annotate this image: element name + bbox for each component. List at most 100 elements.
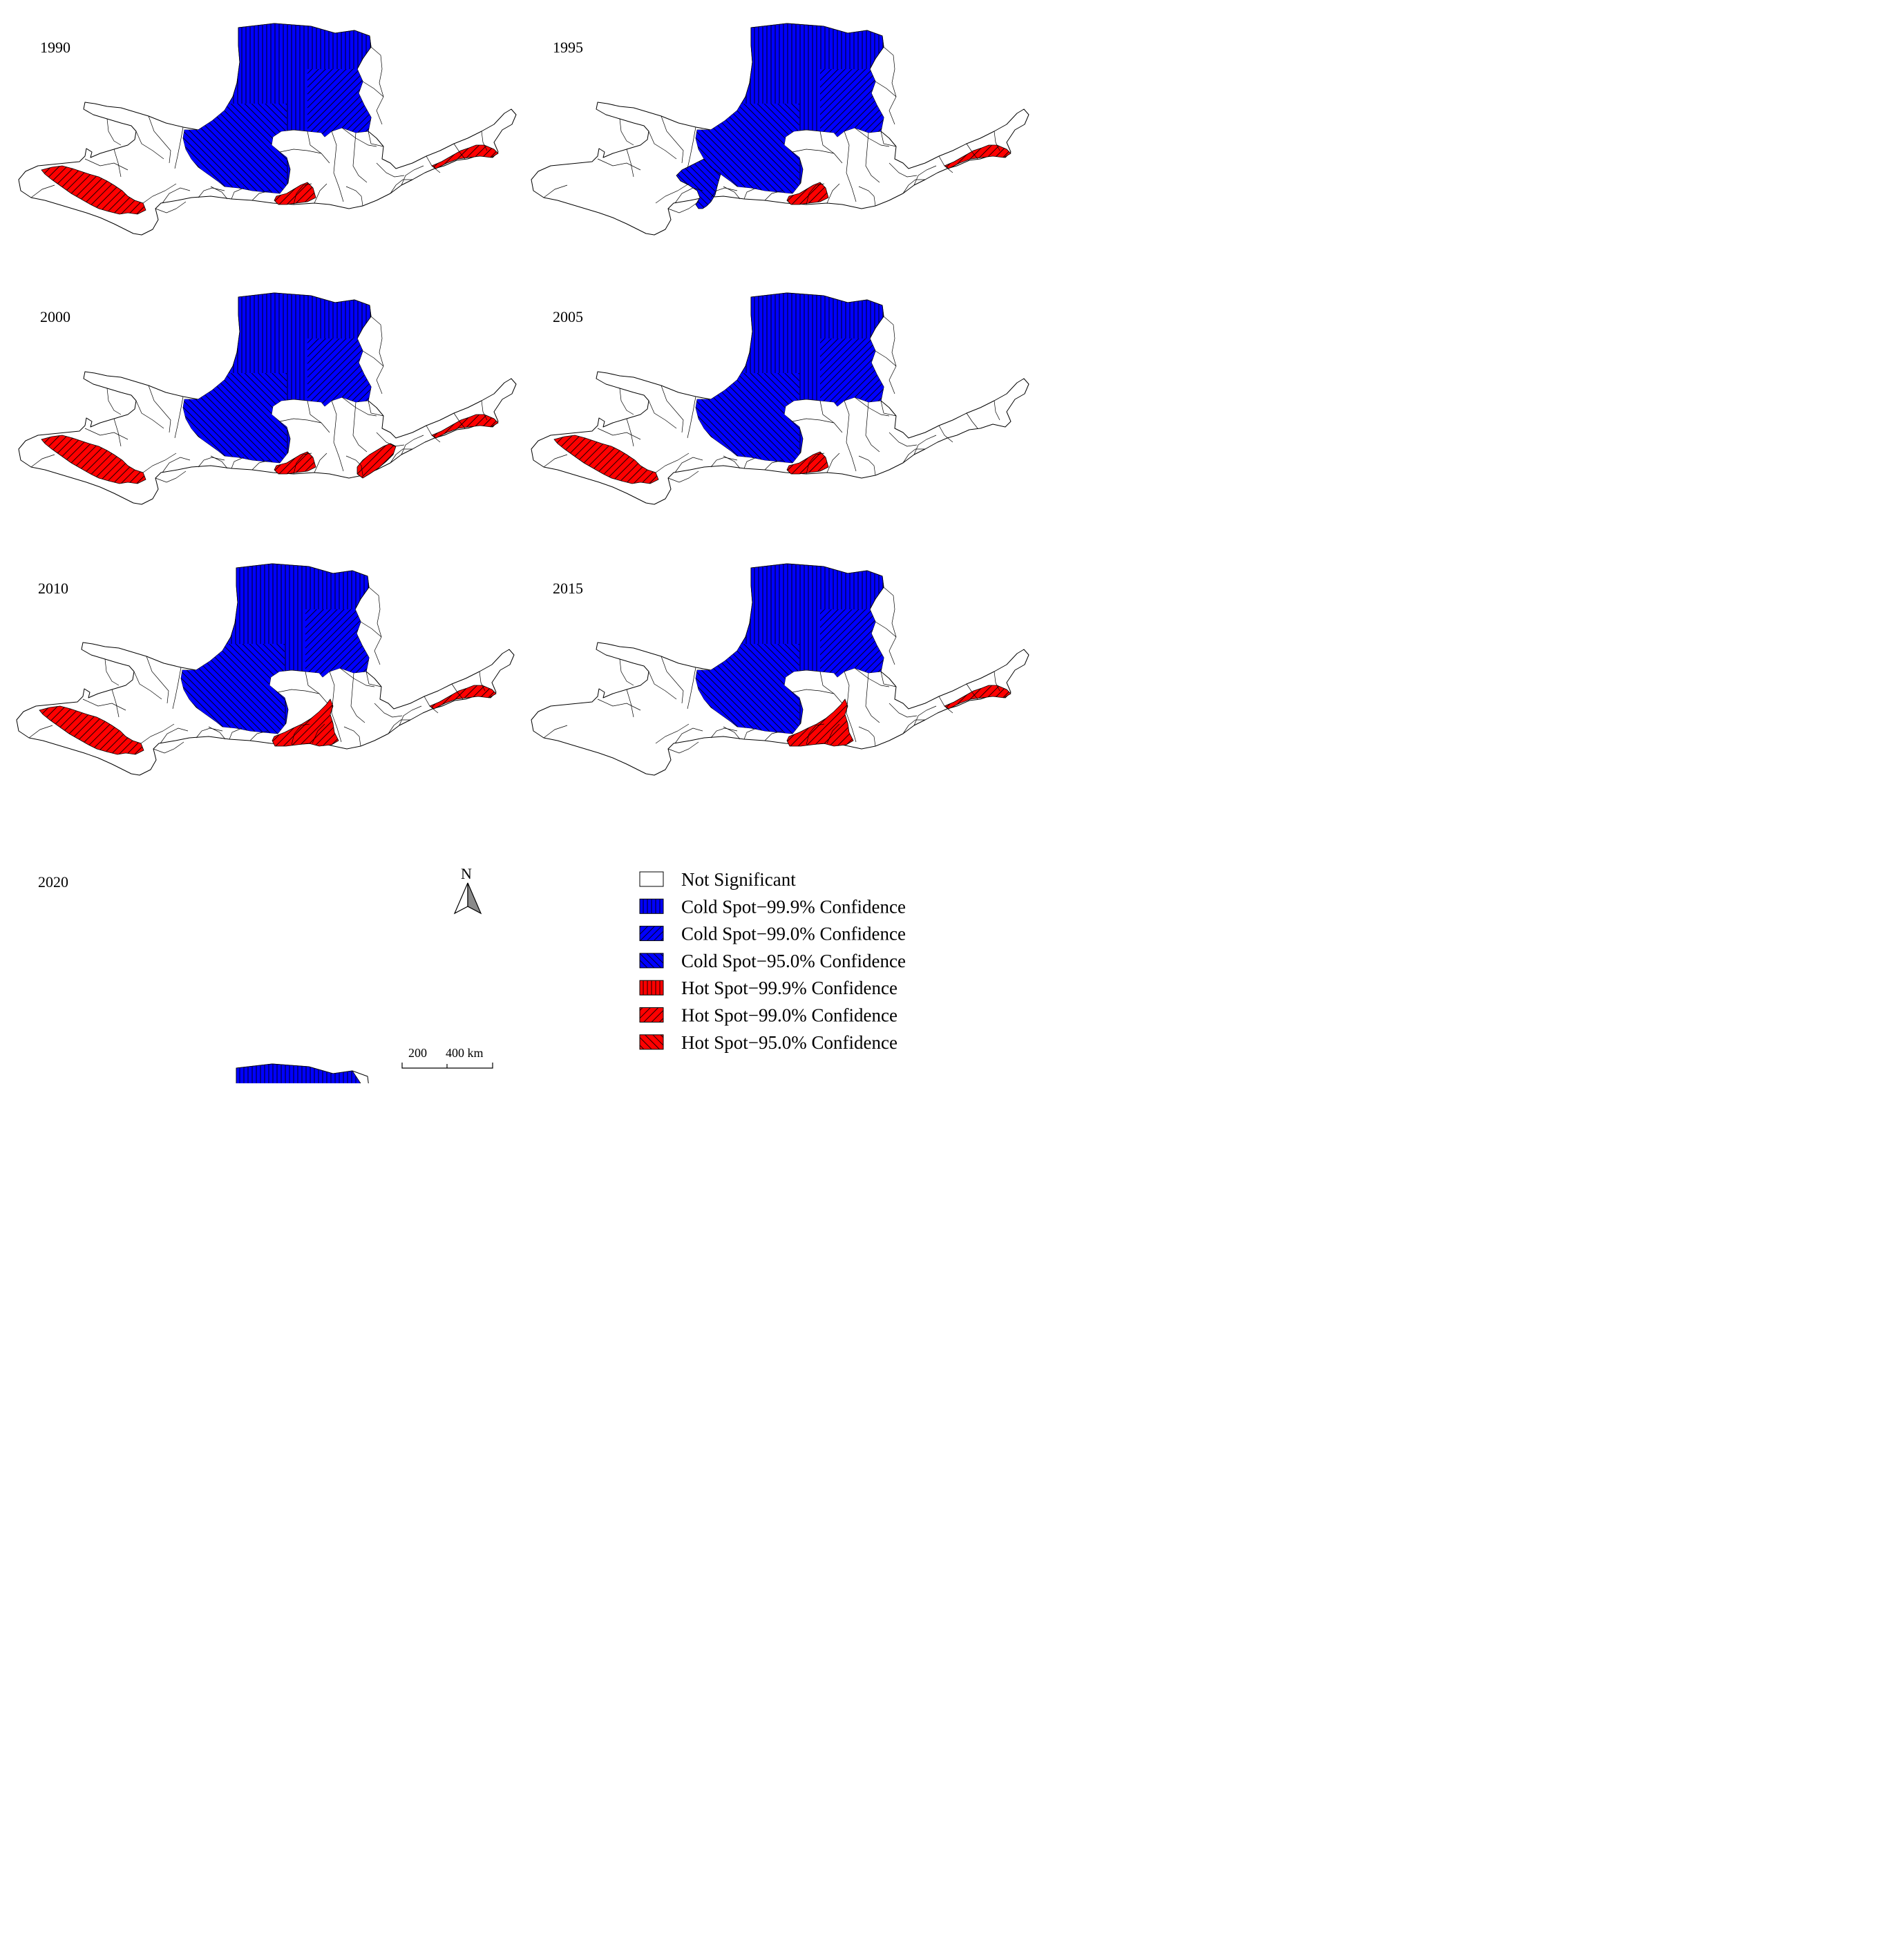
sub-basin-boundary	[305, 671, 320, 694]
north-arrow-icon	[453, 882, 468, 915]
sub-basin-boundary	[619, 658, 634, 686]
sub-basin-boundary	[723, 455, 741, 469]
sub-basin-boundary	[792, 149, 843, 164]
sub-basin-boundary	[345, 455, 363, 476]
sub-basin-boundary	[376, 162, 405, 178]
sub-basin-boundary	[854, 127, 890, 147]
sub-basin-boundary	[648, 671, 677, 700]
sub-basin-boundary	[293, 453, 312, 475]
sub-basin-boundary	[481, 400, 488, 421]
sub-basin-boundary	[806, 453, 825, 475]
sub-basin-boundary	[764, 190, 783, 201]
sub-basin-boundary	[875, 350, 897, 367]
sub-basin-boundary	[858, 186, 876, 207]
sub-basin-boundary	[667, 470, 699, 483]
sub-basin-boundary	[913, 705, 937, 726]
sub-basin-boundary	[806, 723, 825, 745]
sub-basin-boundary	[142, 183, 177, 204]
sub-basin-boundary	[30, 184, 55, 198]
sub-basin-boundary	[84, 158, 129, 171]
sub-basin-boundary	[231, 457, 245, 469]
scale-label-400: 400 km	[446, 1046, 484, 1060]
sub-basin-boundary	[210, 455, 228, 469]
hot-spot-region-east	[431, 414, 499, 439]
sub-basin-boundary	[279, 149, 330, 164]
sub-basin-boundary	[331, 400, 344, 472]
sub-basin-boundary	[229, 727, 243, 740]
scale-label-200: 200	[408, 1046, 427, 1060]
sub-basin-boundary	[543, 725, 568, 739]
sub-basin-boundary	[655, 183, 690, 204]
sub-basin-boundary	[30, 454, 55, 468]
sub-basin-boundary	[854, 667, 890, 687]
legend-swatch	[639, 1034, 664, 1050]
sub-basin-boundary	[251, 459, 271, 470]
sub-basin-boundary	[710, 457, 738, 468]
sub-basin-boundary	[938, 696, 953, 714]
map-panel-2020	[236, 1063, 369, 1083]
sub-basin-boundary	[113, 418, 122, 447]
sub-basin-boundary	[806, 183, 825, 205]
sub-basin-boundary	[339, 667, 375, 687]
sub-basin-boundary	[844, 671, 857, 743]
cold-spot-99-zone	[307, 69, 371, 138]
sub-basin-boundary	[279, 418, 330, 433]
sub-basin-boundary	[352, 401, 368, 453]
sub-basin-boundary	[889, 432, 918, 447]
hot-spot-region-center-large	[272, 698, 339, 747]
sub-basin-boundary	[401, 435, 424, 455]
sub-basin-boundary	[198, 457, 225, 468]
sub-basin-boundary	[902, 179, 925, 194]
sub-basin-boundary	[160, 727, 189, 744]
sub-basin-boundary	[865, 401, 880, 453]
sub-basin-boundary	[844, 400, 857, 472]
cold-spot-99-zone	[307, 339, 371, 408]
sub-basin-boundary	[291, 723, 310, 745]
sub-basin-boundary	[174, 396, 184, 439]
sub-basin-boundary	[352, 132, 368, 183]
sub-basin-boundary	[142, 453, 177, 473]
sub-basin-boundary	[146, 656, 169, 704]
sub-basin-boundary	[880, 671, 897, 687]
sub-basin-boundary	[113, 149, 122, 178]
sub-basin-boundary	[880, 400, 897, 417]
sub-basin-boundary	[723, 726, 741, 740]
sub-basin-boundary	[390, 179, 412, 194]
map-panel-2010	[16, 563, 515, 776]
scale-bar: 200 400 km	[401, 1046, 493, 1069]
sub-basin-boundary	[883, 46, 897, 125]
sub-basin-boundary	[655, 453, 690, 473]
sub-basin-boundary	[667, 201, 699, 213]
sub-basin-boundary	[674, 727, 703, 744]
hot-spot-region-center	[274, 451, 316, 475]
legend-label: Hot Spot−99.9% Confidence	[681, 978, 897, 998]
sub-basin-boundary	[360, 621, 382, 638]
sub-basin-boundary	[362, 350, 384, 367]
hot-spot-region-west	[41, 165, 146, 215]
sub-basin-boundary	[723, 186, 741, 200]
legend-swatch	[639, 980, 664, 996]
sub-basin-boundary	[198, 187, 225, 198]
panel-year-label: 1995	[553, 39, 583, 56]
map-panel-2000	[18, 292, 517, 505]
hot-spot-region-east	[431, 144, 499, 169]
sub-basin-boundary	[687, 667, 696, 710]
legend-label: Hot Spot−95.0% Confidence	[681, 1032, 897, 1053]
sub-basin-boundary	[687, 396, 696, 439]
legend-label: Not Significant	[681, 869, 796, 890]
hot-spot-region-mid-east	[357, 443, 397, 479]
sub-basin-boundary	[479, 671, 486, 692]
sub-basin-boundary	[597, 428, 641, 440]
legend-swatch	[639, 953, 664, 969]
sub-basin-boundary	[626, 418, 634, 447]
legend: Not Significant Cold Spot−99.9% Confidenc…	[639, 869, 906, 1053]
sub-basin-boundary	[994, 400, 1000, 421]
sub-basin-boundary	[619, 388, 634, 415]
sub-basin-boundary	[140, 723, 175, 744]
sub-basin-boundary	[819, 400, 835, 424]
sub-basin-boundary	[174, 126, 184, 169]
sub-basin-boundary	[710, 727, 738, 739]
map-panel-1990	[18, 23, 517, 236]
panel-year-label: 2010	[38, 580, 68, 597]
sub-basin-boundary	[858, 726, 876, 747]
